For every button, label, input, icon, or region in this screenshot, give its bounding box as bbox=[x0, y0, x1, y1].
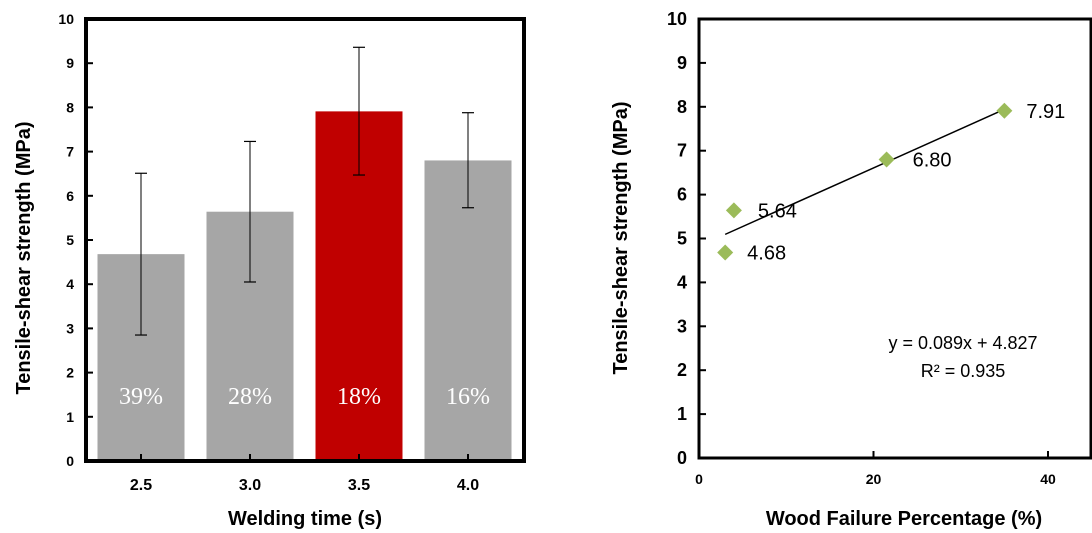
y-tick-label: 9 bbox=[677, 53, 687, 73]
y-tick-label: 7 bbox=[66, 144, 74, 160]
scatter-chart: 0 1 2 3 4 5 6 7 8 9 10 0 20 40 4.68 5.64 6.80 7.91 Tens… bbox=[610, 9, 1092, 530]
point-value-label: 6.80 bbox=[913, 149, 952, 171]
y-axis-title: Tensile-shear strength (MPa) bbox=[13, 121, 35, 394]
y-tick-label: 6 bbox=[677, 185, 687, 205]
x-axis-title: Wood Failure Percentage (%) bbox=[766, 508, 1042, 530]
x-tick-label: 20 bbox=[866, 471, 882, 487]
x-axis-title: Welding time (s) bbox=[228, 508, 382, 530]
point-value-label: 7.91 bbox=[1026, 101, 1065, 123]
x-tick-label: 3.5 bbox=[348, 477, 370, 494]
y-tick-label: 8 bbox=[677, 97, 687, 117]
regression-equation: y = 0.089x + 4.827 bbox=[888, 333, 1037, 353]
x-axis-ticks: 0 20 40 bbox=[695, 451, 1056, 487]
y-tick-label: 9 bbox=[66, 55, 74, 71]
r-squared-label: R² = 0.935 bbox=[921, 361, 1006, 381]
y-tick-label: 4 bbox=[677, 272, 687, 292]
y-tick-label: 3 bbox=[677, 316, 687, 336]
bars-layer bbox=[97, 111, 512, 462]
y-tick-label: 7 bbox=[677, 141, 687, 161]
y-tick-label: 2 bbox=[66, 365, 74, 381]
points-layer bbox=[717, 102, 1013, 261]
y-tick-label: 1 bbox=[677, 404, 687, 424]
y-tick-label: 6 bbox=[66, 188, 74, 204]
plot-frame bbox=[697, 17, 1092, 460]
data-point bbox=[725, 202, 742, 219]
y-tick-label: 2 bbox=[677, 360, 687, 380]
x-tick-label: 0 bbox=[695, 471, 703, 487]
y-tick-label: 1 bbox=[66, 409, 74, 425]
x-tick-label: 2.5 bbox=[130, 477, 152, 494]
y-tick-label: 10 bbox=[667, 9, 687, 29]
y-tick-label: 4 bbox=[66, 276, 74, 292]
point-value-label: 4.68 bbox=[747, 243, 786, 265]
bar-percent-label: 39% bbox=[119, 384, 163, 410]
bar-percent-label: 16% bbox=[446, 384, 490, 410]
y-axis-ticks: 0 1 2 3 4 5 6 7 8 9 10 bbox=[58, 11, 93, 469]
y-tick-label: 0 bbox=[66, 453, 74, 469]
data-point bbox=[717, 244, 734, 261]
bar-percent-labels: 39% 28% 18% 16% bbox=[119, 384, 490, 410]
point-value-label: 5.64 bbox=[758, 200, 797, 222]
data-point bbox=[996, 102, 1013, 119]
bar-percent-label: 28% bbox=[228, 384, 272, 410]
bar bbox=[424, 160, 512, 461]
data-point bbox=[878, 151, 895, 168]
trendline bbox=[724, 108, 1005, 236]
y-tick-label: 10 bbox=[58, 11, 74, 27]
plot-border bbox=[697, 17, 1092, 460]
y-axis-ticks: 0 1 2 3 4 5 6 7 8 9 10 bbox=[667, 9, 706, 468]
x-tick-label: 40 bbox=[1040, 471, 1056, 487]
y-tick-label: 5 bbox=[66, 232, 74, 248]
error-bars-layer bbox=[135, 46, 474, 336]
y-axis-title: Tensile-shear strength (MPa) bbox=[610, 101, 632, 374]
y-tick-label: 0 bbox=[677, 448, 687, 468]
x-tick-label: 4.0 bbox=[457, 477, 479, 494]
y-tick-label: 8 bbox=[66, 99, 74, 115]
bar-chart: 0 1 2 3 4 5 6 7 8 9 10 2.5 3.0 3.5 4.0 39% 28% 18% 16% T… bbox=[13, 11, 526, 530]
point-labels-layer: 4.68 5.64 6.80 7.91 bbox=[747, 101, 1065, 265]
x-tick-label: 3.0 bbox=[239, 477, 261, 494]
y-tick-label: 3 bbox=[66, 320, 74, 336]
bar-percent-label: 18% bbox=[337, 384, 381, 410]
trendline-layer bbox=[724, 108, 1005, 236]
x-axis-ticks: 2.5 3.0 3.5 4.0 bbox=[130, 454, 479, 494]
y-tick-label: 5 bbox=[677, 229, 687, 249]
